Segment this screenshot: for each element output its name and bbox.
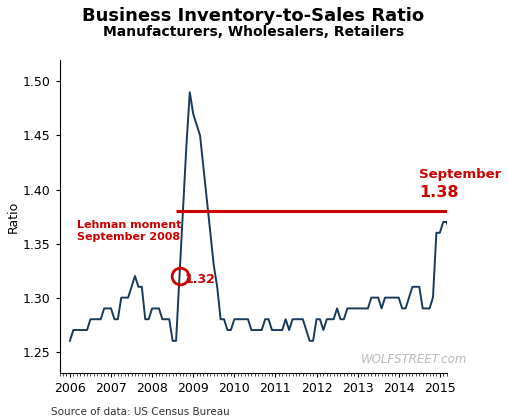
Text: 1.38: 1.38 xyxy=(419,185,459,200)
Text: Lehman moment
September 2008: Lehman moment September 2008 xyxy=(77,220,181,242)
Text: Source of data: US Census Bureau: Source of data: US Census Bureau xyxy=(51,407,230,417)
Text: September: September xyxy=(419,168,501,181)
Text: WOLFSTREET.com: WOLFSTREET.com xyxy=(361,353,467,366)
Text: Manufacturers, Wholesalers, Retailers: Manufacturers, Wholesalers, Retailers xyxy=(103,26,404,39)
Text: 1.32: 1.32 xyxy=(184,273,215,286)
Title: Business Inventory-to-Sales Ratio: Business Inventory-to-Sales Ratio xyxy=(82,7,424,25)
Y-axis label: Ratio: Ratio xyxy=(7,200,20,233)
